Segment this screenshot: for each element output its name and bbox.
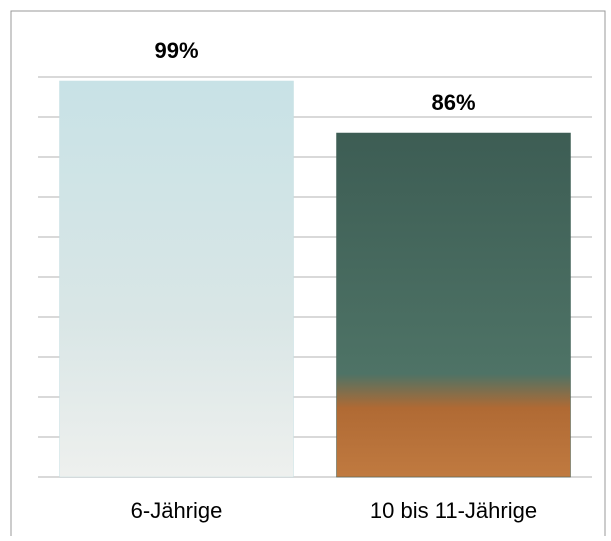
chart: 6-Jährige 99% 10 bis 11-Jährige 86% bbox=[0, 0, 611, 536]
bar bbox=[337, 133, 571, 477]
value-label: 86% bbox=[431, 90, 475, 115]
bar bbox=[60, 81, 294, 477]
value-label: 99% bbox=[154, 38, 198, 63]
x-tick-label: 10 bis 11-Jährige bbox=[370, 498, 537, 523]
x-tick-label: 6-Jährige bbox=[131, 498, 223, 523]
bars bbox=[60, 81, 571, 477]
page: {"chart_data": {"type": "bar", "categori… bbox=[0, 0, 611, 541]
